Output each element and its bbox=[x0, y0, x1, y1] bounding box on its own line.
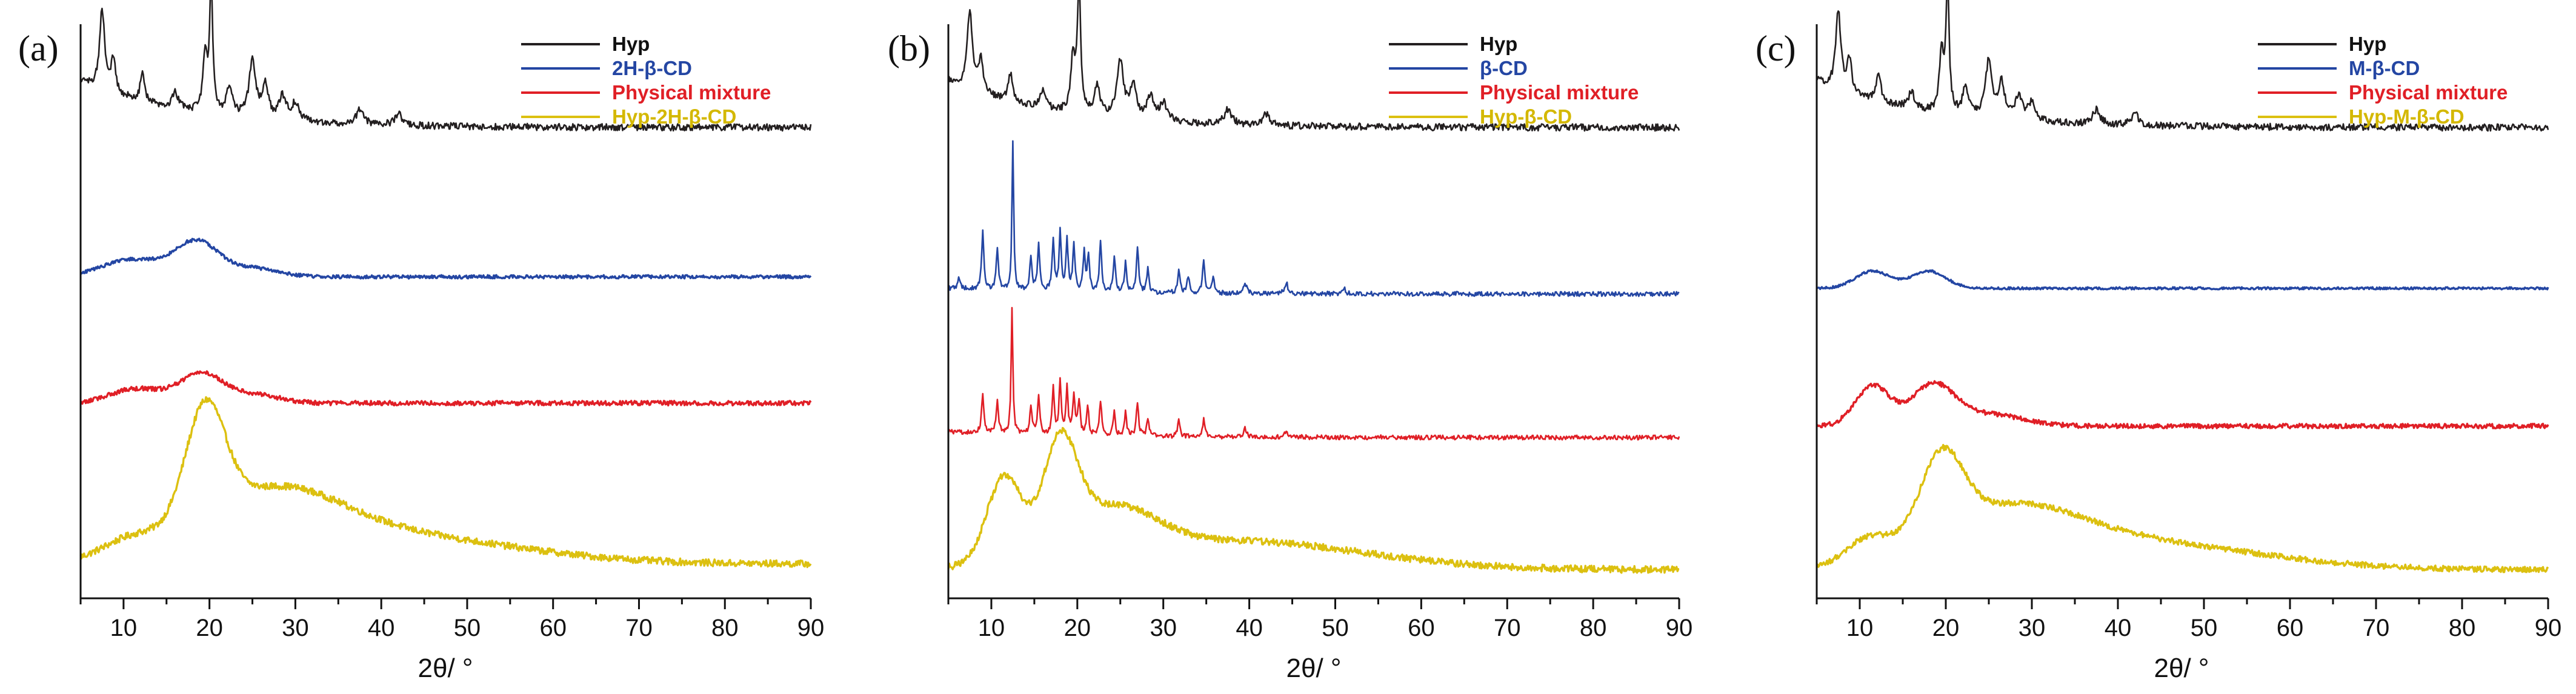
x-tick-label: 30 bbox=[2019, 615, 2046, 641]
series-line-3 bbox=[947, 306, 1680, 441]
x-axis-label: 2θ/ ° bbox=[418, 653, 473, 683]
x-tick-label: 80 bbox=[2449, 615, 2476, 641]
x-tick-label: 70 bbox=[2363, 615, 2390, 641]
x-tick-label: 20 bbox=[1932, 615, 1960, 641]
legend-label: 2H-β-CD bbox=[612, 57, 692, 79]
x-tick-label: 20 bbox=[1064, 615, 1091, 641]
x-axis-label: 2θ/ ° bbox=[2154, 653, 2209, 683]
x-tick-label: 60 bbox=[539, 615, 567, 641]
legend-swatches bbox=[521, 43, 600, 118]
legend-swatches bbox=[1389, 43, 1468, 118]
panel-label: (b) bbox=[888, 28, 930, 68]
axes: 10 20 30 40 50 60 70 80 90 2θ/ ° bbox=[1816, 24, 2562, 683]
axes: 10 20 30 40 50 60 70 80 90 2θ/ ° bbox=[947, 24, 1693, 683]
x-tick-label: 40 bbox=[2105, 615, 2132, 641]
legend-label: Hyp bbox=[612, 33, 650, 55]
x-tick-label: 90 bbox=[797, 615, 825, 641]
legend: Hyp M-β-CD Physical mixture Hyp-M-β-CD bbox=[2258, 33, 2508, 128]
series-group bbox=[947, 0, 1680, 574]
panel-label: (c) bbox=[1756, 28, 1796, 68]
x-tick-label: 10 bbox=[978, 615, 1005, 641]
x-tick-label: 50 bbox=[454, 615, 481, 641]
x-tick-label: 10 bbox=[110, 615, 138, 641]
x-tick-label: 90 bbox=[1666, 615, 1693, 641]
legend-label: Physical mixture bbox=[612, 81, 771, 104]
legend-label: Hyp-M-β-CD bbox=[2349, 105, 2465, 128]
series-group bbox=[1816, 0, 2549, 573]
legend-label: Hyp bbox=[2349, 33, 2386, 55]
x-tick-label: 80 bbox=[711, 615, 739, 641]
legend-label: Physical mixture bbox=[2349, 81, 2508, 104]
series-line-1 bbox=[947, 0, 1680, 132]
panel-label: (a) bbox=[18, 28, 59, 68]
series-line-3 bbox=[79, 370, 812, 407]
legend-swatches bbox=[2258, 43, 2337, 118]
x-tick-label: 20 bbox=[196, 615, 223, 641]
x-tick-label: 10 bbox=[1846, 615, 1874, 641]
panel-b: (b) 10 20 30 40 50 60 70 80 90 2θ/ ° Hyp… bbox=[888, 0, 1692, 683]
series-line-4 bbox=[1816, 444, 2549, 573]
series-line-4 bbox=[947, 427, 1680, 574]
series-line-2 bbox=[1816, 269, 2549, 291]
x-tick-labels: 10 20 30 40 50 60 70 80 90 bbox=[1846, 615, 2562, 641]
legend-label: Hyp-β-CD bbox=[1480, 105, 1572, 128]
x-axis-label: 2θ/ ° bbox=[1286, 653, 1342, 683]
x-tick-label: 30 bbox=[1150, 615, 1177, 641]
x-tick-label: 90 bbox=[2535, 615, 2562, 641]
x-tick-label: 80 bbox=[1580, 615, 1607, 641]
x-ticks bbox=[79, 598, 812, 609]
x-tick-label: 30 bbox=[282, 615, 309, 641]
x-tick-label: 40 bbox=[368, 615, 395, 641]
legend: Hyp 2H-β-CD Physical mixture Hyp-2H-β-CD bbox=[521, 33, 771, 128]
x-tick-labels: 10 20 30 40 50 60 70 80 90 bbox=[110, 615, 825, 641]
x-tick-label: 60 bbox=[2277, 615, 2304, 641]
x-tick-labels: 10 20 30 40 50 60 70 80 90 bbox=[978, 615, 1693, 641]
x-ticks bbox=[1816, 598, 2549, 609]
x-tick-label: 60 bbox=[1408, 615, 1435, 641]
series-line-2 bbox=[79, 237, 812, 280]
x-tick-label: 70 bbox=[1494, 615, 1521, 641]
panel-a: (a) 10 20 30 40 50 60 70 80 90 2θ/ ° Hyp… bbox=[18, 0, 824, 683]
series-line-1 bbox=[79, 0, 812, 132]
legend-label: β-CD bbox=[1480, 57, 1528, 79]
legend-label: Physical mixture bbox=[1480, 81, 1639, 104]
x-tick-label: 70 bbox=[625, 615, 653, 641]
x-ticks bbox=[947, 598, 1680, 609]
axes: 10 20 30 40 50 60 70 80 90 2θ/ ° bbox=[79, 24, 825, 683]
x-tick-label: 50 bbox=[1322, 615, 1349, 641]
legend-label: Hyp-2H-β-CD bbox=[612, 105, 736, 128]
legend: Hyp β-CD Physical mixture Hyp-β-CD bbox=[1389, 33, 1639, 128]
legend-label: Hyp bbox=[1480, 33, 1517, 55]
series-line-4 bbox=[79, 396, 812, 569]
legend-label: M-β-CD bbox=[2349, 57, 2420, 79]
x-tick-label: 50 bbox=[2191, 615, 2218, 641]
series-line-2 bbox=[947, 140, 1680, 297]
series-line-3 bbox=[1816, 380, 2549, 429]
series-group bbox=[79, 0, 812, 569]
series-line-1 bbox=[1816, 0, 2549, 132]
x-tick-label: 40 bbox=[1236, 615, 1263, 641]
panel-c: (c) 10 20 30 40 50 60 70 80 90 2θ/ ° Hyp… bbox=[1756, 0, 2561, 683]
